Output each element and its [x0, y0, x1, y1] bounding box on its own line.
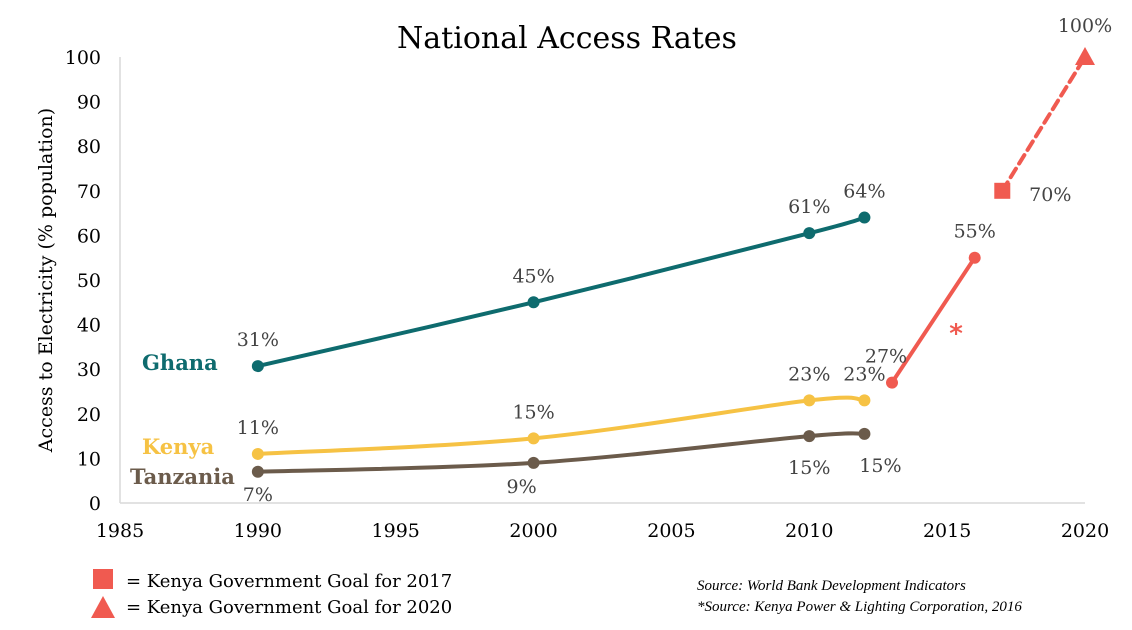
data-point-kplc [968, 251, 981, 264]
data-label-tanzania: 7% [243, 484, 273, 506]
data-point-kenya [527, 432, 540, 445]
data-point-kenya [858, 394, 871, 407]
y-axis-label: Access to Electricity (% population) [35, 108, 57, 453]
asterisk-annotation: * [949, 319, 963, 349]
data-label-ghana: 45% [512, 265, 554, 287]
data-label-kplc: 27% [865, 346, 907, 368]
legend-square-icon [93, 569, 113, 589]
y-ticks: 0 10 20 30 40 50 60 70 80 90 100 [65, 47, 101, 515]
data-label-ghana: 64% [843, 181, 885, 203]
y-tick-label: 90 [77, 92, 101, 114]
data-label-tanzania: 15% [859, 455, 901, 477]
data-label-ghana: 31% [237, 329, 279, 351]
goal-2017-marker [994, 182, 1011, 199]
x-tick-label: 2015 [923, 520, 971, 542]
legend-goal-2017: = Kenya Government Goal for 2017 [126, 571, 452, 592]
series-line-goal [1000, 55, 1087, 193]
data-label-tanzania: 15% [788, 457, 830, 479]
source-line-2: *Source: Kenya Power & Lighting Corporat… [697, 599, 1022, 615]
data-point-tanzania [527, 456, 540, 469]
series-line-tanzania [255, 431, 867, 474]
y-tick-label: 50 [77, 270, 101, 292]
data-point-ghana [858, 211, 871, 224]
data-label-ghana: 61% [788, 196, 830, 218]
x-tick-label: 1990 [234, 520, 282, 542]
y-tick-label: 100 [65, 47, 101, 69]
data-point-ghana [527, 296, 540, 309]
y-tick-label: 10 [77, 448, 101, 470]
data-label-kenya: 15% [512, 401, 554, 423]
data-label-goal: 70% [1029, 184, 1071, 206]
y-tick-label: 70 [77, 181, 101, 203]
data-labels: 31% 45% 61% 64% 11% 15% 23% 23% 7% 9% 15% 15% 27% 55%… [237, 15, 1112, 506]
source-line-1: Source: World Bank Development Indicator… [697, 578, 966, 594]
series-line-ghana [255, 215, 867, 369]
data-point-tanzania [858, 427, 871, 440]
data-label-goal: 100% [1058, 15, 1112, 37]
x-ticks: 1985 1990 1995 2000 2005 2010 2015 2020 [96, 520, 1109, 542]
data-point-tanzania [803, 430, 816, 443]
data-label-kenya: 23% [843, 363, 885, 385]
data-point-ghana [251, 360, 264, 373]
y-tick-label: 60 [77, 225, 101, 247]
x-tick-label: 2010 [785, 520, 833, 542]
data-label-kplc: 55% [954, 221, 996, 243]
legend-triangle-icon [91, 596, 115, 618]
data-label-kenya: 23% [788, 363, 830, 385]
data-point-tanzania [251, 465, 264, 478]
x-tick-label: 1995 [372, 520, 420, 542]
data-point-kenya [251, 447, 264, 460]
chart-title: National Access Rates [397, 21, 737, 56]
y-tick-label: 40 [77, 315, 101, 337]
x-tick-label: 2000 [509, 520, 557, 542]
x-tick-label: 2005 [647, 520, 695, 542]
series-line-kenya [255, 395, 867, 456]
series-lines [255, 55, 1087, 474]
series-markers [251, 47, 1095, 478]
x-tick-label: 2020 [1061, 520, 1109, 542]
y-tick-label: 30 [77, 359, 101, 381]
series-name-ghana: Ghana [142, 350, 218, 375]
y-tick-label: 80 [77, 136, 101, 158]
data-point-kenya [803, 394, 816, 407]
data-label-kenya: 11% [237, 417, 279, 439]
series-name-tanzania: Tanzania [130, 464, 235, 489]
data-point-kplc [886, 376, 898, 389]
series-name-kenya: Kenya [142, 434, 215, 459]
series-line-kplc [890, 255, 977, 385]
y-tick-label: 0 [89, 493, 101, 515]
data-point-ghana [803, 227, 816, 240]
x-tick-label: 1985 [96, 520, 144, 542]
legend-goal-2020: = Kenya Government Goal for 2020 [126, 597, 452, 618]
goal-2020-marker [1075, 47, 1095, 65]
data-label-tanzania: 9% [506, 476, 536, 498]
y-tick-label: 20 [77, 404, 101, 426]
